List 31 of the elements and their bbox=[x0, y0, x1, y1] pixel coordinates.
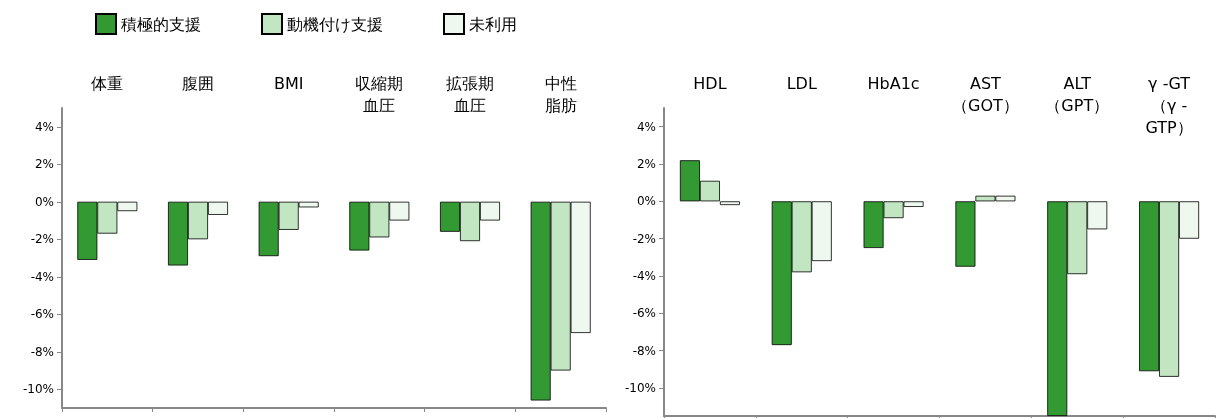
y-tick-label: -4% bbox=[632, 269, 656, 283]
y-tick-label: -10% bbox=[22, 382, 54, 397]
y-tick-label: -10% bbox=[624, 381, 656, 395]
y-tick-label: 2% bbox=[636, 157, 656, 171]
x-tick-label: 腹囲 bbox=[182, 73, 214, 93]
x-tick-label: 体重 bbox=[91, 73, 124, 93]
y-tick-label: -8% bbox=[632, 343, 656, 358]
x-tick-label: 中性脂肪 bbox=[544, 73, 577, 115]
x-tick-label: HDL bbox=[693, 73, 727, 93]
x-tick-label: LDL bbox=[786, 73, 817, 93]
y-tick-label: 4% bbox=[34, 119, 54, 134]
x-tick-label: HbA1c bbox=[867, 73, 920, 93]
y-tick-label: -6% bbox=[30, 307, 54, 322]
x-tick-label: 収縮期血圧 bbox=[355, 73, 404, 115]
y-tick-label: 4% bbox=[636, 119, 656, 134]
x-tick-label: AST （GOT） bbox=[952, 73, 1019, 115]
legend-label: 動機付け支援 bbox=[287, 14, 383, 34]
x-tick-label: BMI bbox=[273, 73, 304, 93]
x-tick-label: γ -GT （γ - GTP） bbox=[1145, 73, 1193, 137]
legend-label: 積極的支援 bbox=[121, 14, 201, 34]
y-tick-label: -6% bbox=[632, 306, 656, 321]
legend-label: 未利用 bbox=[469, 14, 517, 34]
y-tick-label: -2% bbox=[30, 232, 54, 247]
x-tick-label: ALT （GPT） bbox=[1045, 73, 1110, 115]
y-tick-label: -2% bbox=[632, 231, 656, 246]
y-tick-label: 2% bbox=[34, 157, 54, 172]
y-tick-label: -8% bbox=[30, 344, 54, 359]
x-tick-label: 拡張期血圧 bbox=[446, 73, 494, 115]
y-tick-label: 0% bbox=[34, 194, 54, 209]
y-tick-label: -4% bbox=[30, 269, 54, 284]
y-tick-label: 0% bbox=[636, 194, 656, 209]
